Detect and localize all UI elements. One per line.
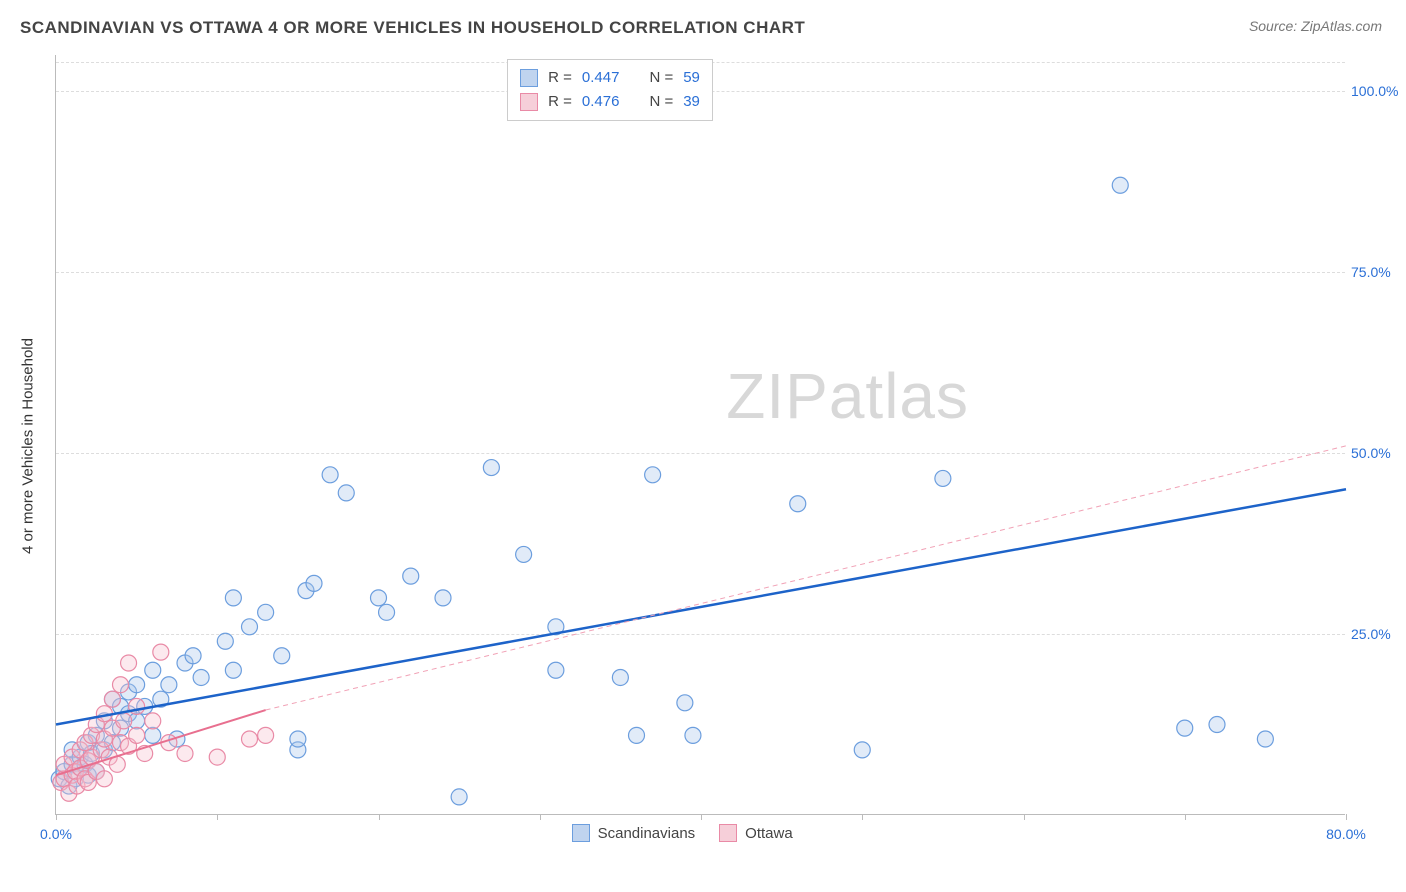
x-tick	[540, 814, 541, 820]
trend-line	[56, 489, 1346, 724]
data-point	[1209, 717, 1225, 733]
y-tick-label: 50.0%	[1351, 445, 1401, 461]
data-point	[1177, 720, 1193, 736]
data-point	[612, 669, 628, 685]
stat-n-label: N =	[649, 90, 673, 114]
data-point	[193, 669, 209, 685]
data-point	[403, 568, 419, 584]
data-point	[435, 590, 451, 606]
x-tick	[1346, 814, 1347, 820]
data-point	[242, 619, 258, 635]
data-point	[116, 713, 132, 729]
data-point	[177, 745, 193, 761]
data-point	[548, 662, 564, 678]
y-axis-label: 4 or more Vehicles in Household	[20, 306, 37, 586]
legend-swatch	[719, 824, 737, 842]
data-point	[242, 731, 258, 747]
data-point	[451, 789, 467, 805]
data-point	[677, 695, 693, 711]
stat-r-value: 0.447	[582, 66, 620, 90]
legend-swatch	[520, 93, 538, 111]
data-point	[371, 590, 387, 606]
trend-line-extended	[266, 446, 1346, 710]
data-point	[1257, 731, 1273, 747]
stat-n-label: N =	[649, 66, 673, 90]
data-point	[1112, 177, 1128, 193]
data-point	[104, 691, 120, 707]
data-point	[113, 677, 129, 693]
x-tick	[862, 814, 863, 820]
legend-swatch	[572, 824, 590, 842]
data-point	[153, 644, 169, 660]
data-point	[322, 467, 338, 483]
x-tick	[1185, 814, 1186, 820]
data-point	[790, 496, 806, 512]
data-point	[129, 727, 145, 743]
data-point	[96, 771, 112, 787]
data-point	[629, 727, 645, 743]
stat-r-value: 0.476	[582, 90, 620, 114]
x-tick-label: 80.0%	[1326, 826, 1366, 842]
x-tick-label: 0.0%	[40, 826, 72, 842]
data-point	[258, 604, 274, 620]
data-point	[854, 742, 870, 758]
plot-area: ZIPatlas 25.0%50.0%75.0%100.0% 0.0%80.0%…	[55, 55, 1345, 815]
data-point	[145, 727, 161, 743]
data-point	[129, 677, 145, 693]
stat-r-label: R =	[548, 90, 572, 114]
data-point	[258, 727, 274, 743]
data-point	[685, 727, 701, 743]
y-tick-label: 100.0%	[1351, 83, 1401, 99]
stat-r-label: R =	[548, 66, 572, 90]
x-tick	[701, 814, 702, 820]
legend-label: Ottawa	[745, 825, 793, 842]
x-tick	[1024, 814, 1025, 820]
data-point	[290, 731, 306, 747]
data-point	[274, 648, 290, 664]
data-point	[145, 713, 161, 729]
source-name: ZipAtlas.com	[1301, 18, 1382, 34]
data-point	[516, 546, 532, 562]
legend-item: Scandinavians	[572, 824, 696, 842]
source-label: Source:	[1249, 18, 1297, 34]
legend-swatch	[520, 69, 538, 87]
x-tick	[379, 814, 380, 820]
legend-label: Scandinavians	[598, 825, 696, 842]
source-attribution: Source: ZipAtlas.com	[1249, 18, 1382, 34]
data-point	[935, 470, 951, 486]
data-point	[225, 662, 241, 678]
scatter-plot-svg	[56, 55, 1345, 814]
chart-title: SCANDINAVIAN VS OTTAWA 4 OR MORE VEHICLE…	[20, 18, 805, 38]
data-point	[161, 677, 177, 693]
data-point	[209, 749, 225, 765]
data-point	[121, 655, 137, 671]
data-point	[185, 648, 201, 664]
y-tick-label: 75.0%	[1351, 264, 1401, 280]
legend-item: Ottawa	[719, 824, 793, 842]
stat-n-value: 59	[683, 66, 700, 90]
data-point	[483, 460, 499, 476]
x-tick	[217, 814, 218, 820]
data-point	[217, 633, 233, 649]
stats-row: R = 0.447 N = 59	[520, 66, 700, 90]
stat-n-value: 39	[683, 90, 700, 114]
data-point	[306, 575, 322, 591]
data-point	[379, 604, 395, 620]
stats-legend: R = 0.447 N = 59 R = 0.476 N = 39	[507, 59, 713, 121]
data-point	[338, 485, 354, 501]
series-legend: Scandinavians Ottawa	[572, 824, 793, 842]
data-point	[225, 590, 241, 606]
data-point	[645, 467, 661, 483]
y-tick-label: 25.0%	[1351, 626, 1401, 642]
x-tick	[56, 814, 57, 820]
data-point	[145, 662, 161, 678]
stats-row: R = 0.476 N = 39	[520, 90, 700, 114]
